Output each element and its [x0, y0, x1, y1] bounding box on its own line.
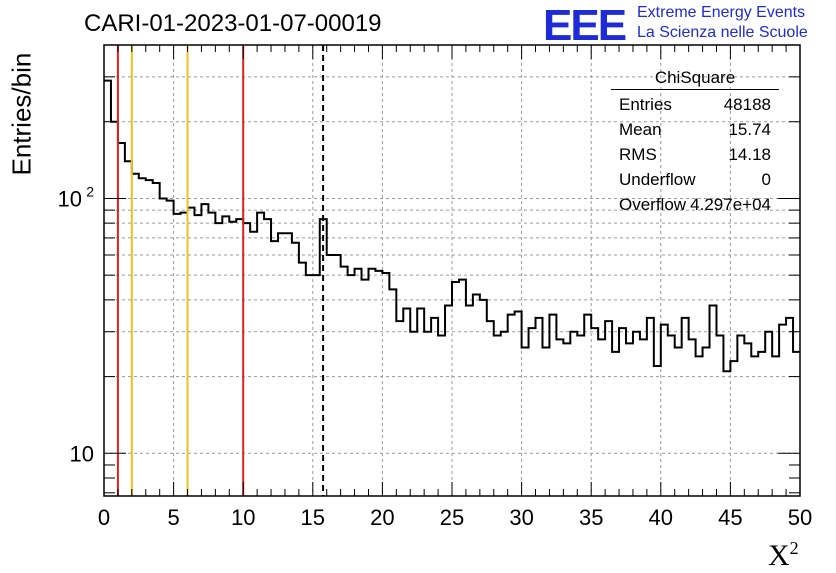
x-tick-label: 30	[509, 505, 533, 530]
x-tick-label: 20	[370, 505, 394, 530]
logo-line-1: Extreme Energy Events	[637, 4, 806, 21]
stats-row-underflow: Underflow 0	[619, 170, 771, 189]
histogram-series	[104, 79, 800, 373]
y-tick-label: 10	[70, 441, 94, 466]
stats-row-entries: Entries 48188	[619, 95, 771, 114]
eee-logo: EEE	[543, 1, 627, 50]
y-axis-label: Entries/bin	[6, 52, 37, 176]
x-tick-label: 35	[579, 505, 603, 530]
x-tick-label: 25	[440, 505, 464, 530]
x-tick-label: 45	[718, 505, 742, 530]
chart-title: CARI-01-2023-01-07-00019	[84, 10, 382, 37]
stats-title: ChiSquare	[611, 68, 779, 90]
y-tick-label: 10	[58, 186, 82, 211]
x-tick-label: 15	[301, 505, 325, 530]
stats-row-overflow: Overflow 4.297e+04	[619, 195, 771, 214]
stats-box: ChiSquare Entries 48188 Mean 15.74 RMS 14.1…	[611, 68, 779, 217]
x-tick-label: 10	[231, 505, 255, 530]
logo-line-2: La Scienza nelle Scuole	[637, 24, 808, 41]
x-tick-label: 5	[167, 505, 179, 530]
x-tick-label: 40	[649, 505, 673, 530]
stats-row-rms: RMS 14.18	[619, 145, 771, 164]
x-tick-label: 0	[98, 505, 110, 530]
x-axis-label: X2	[768, 538, 799, 572]
y-tick-label-exponent: 2	[86, 183, 94, 199]
x-tick-label: 50	[788, 505, 812, 530]
stats-row-mean: Mean 15.74	[619, 120, 771, 139]
